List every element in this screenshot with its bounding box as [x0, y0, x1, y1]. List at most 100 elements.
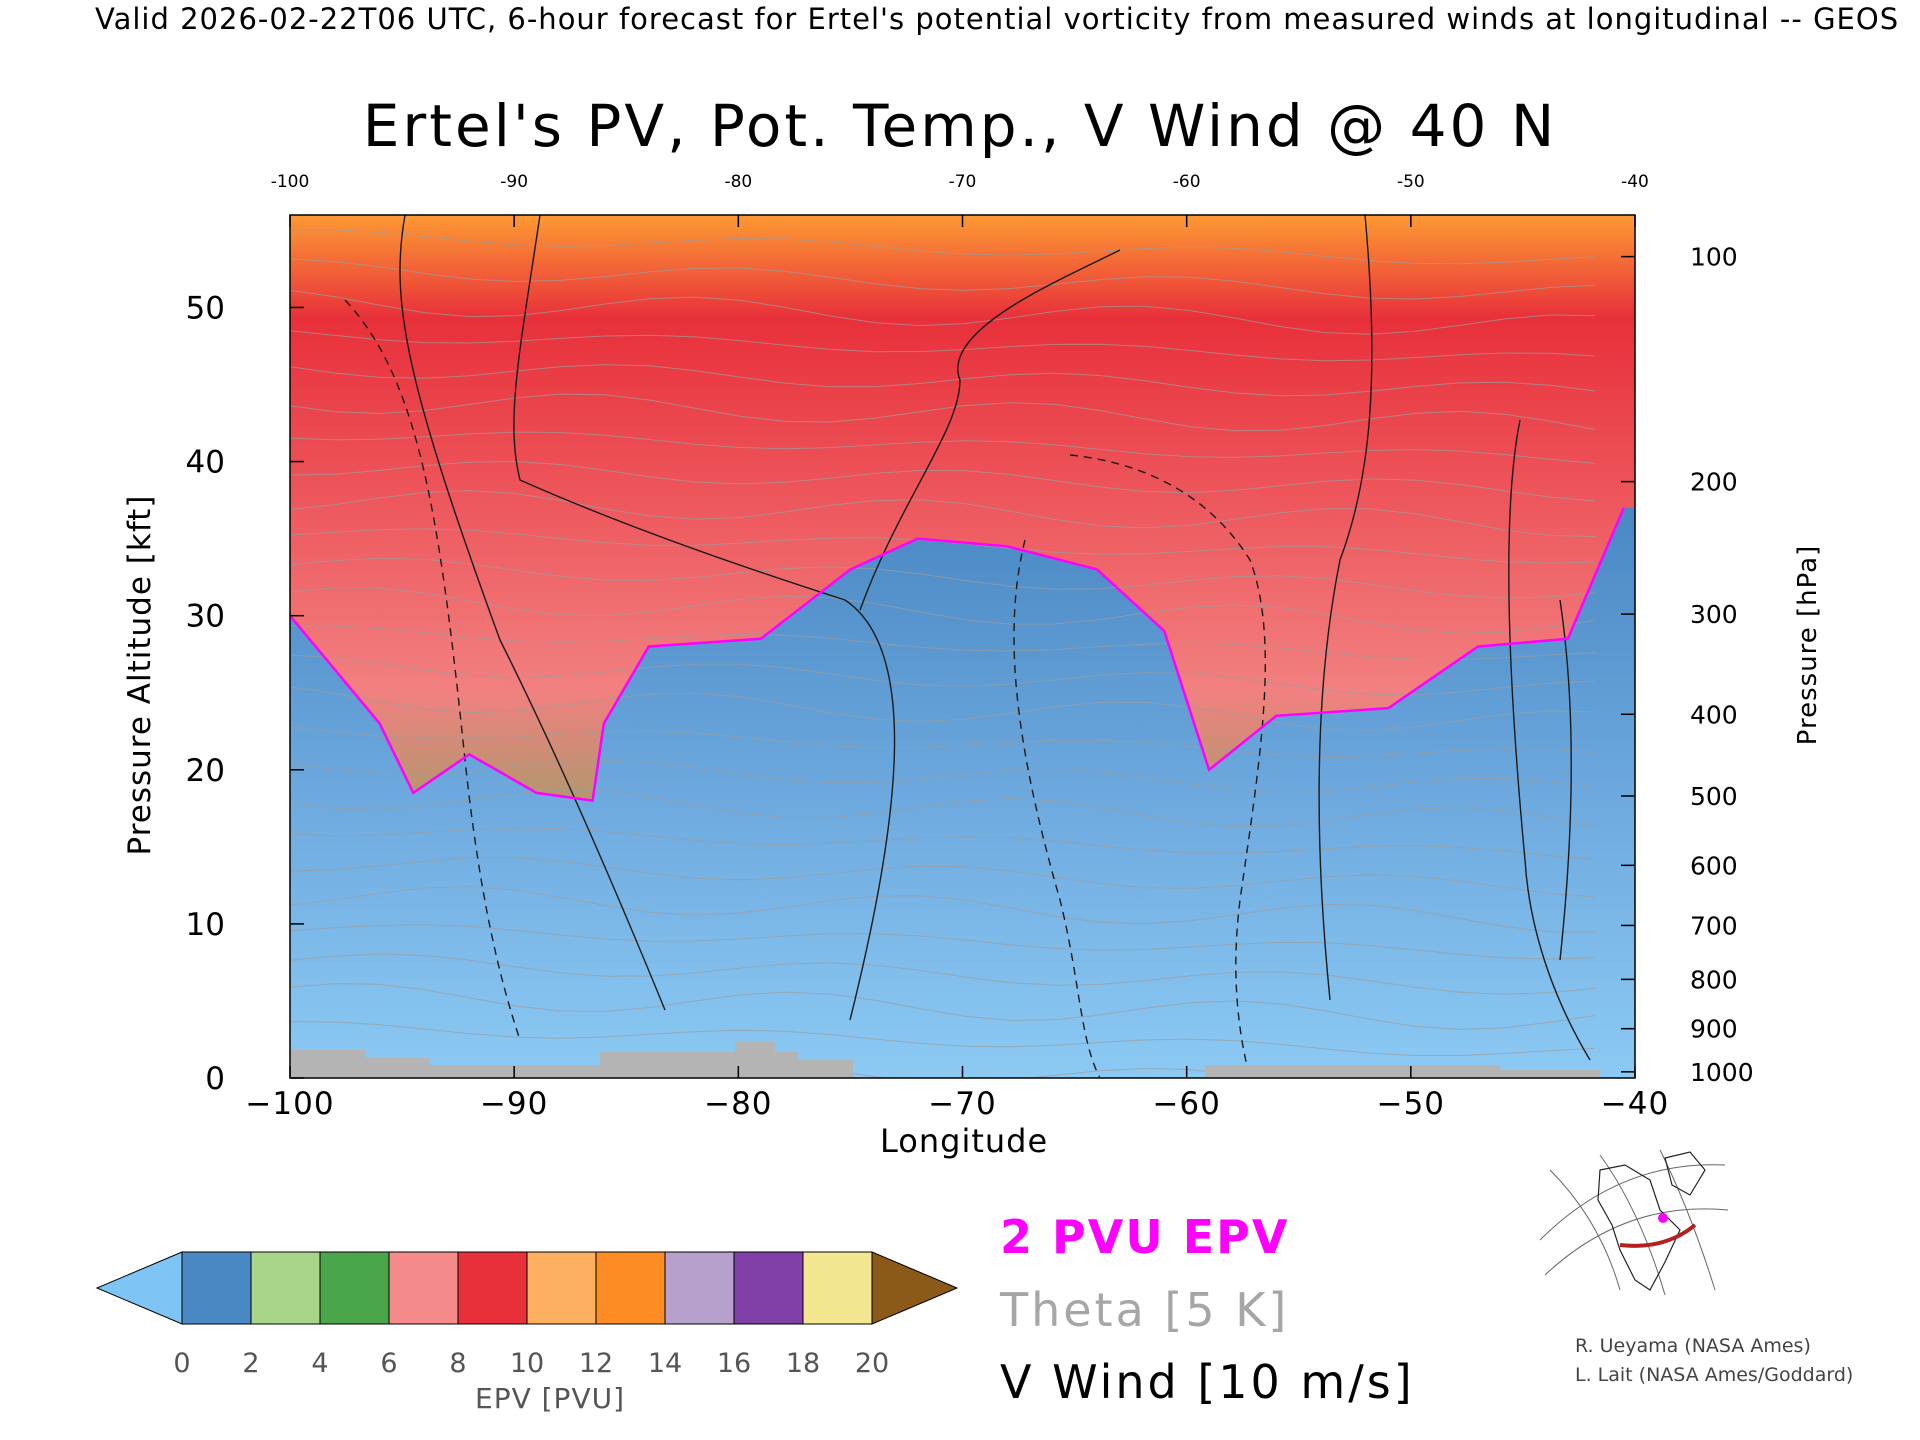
theta-contour — [290, 983, 1596, 1030]
colorbar-tick-label: 0 — [173, 1348, 190, 1379]
pv-field — [290, 215, 1635, 1078]
pressure-axis-label: Pressure [hPa] — [1793, 544, 1823, 746]
colorbar-tick-label: 18 — [786, 1348, 820, 1379]
colorbar-segment — [665, 1252, 735, 1324]
theta-contour — [290, 557, 1596, 599]
colorbar — [95, 1251, 959, 1325]
theta-contour — [290, 759, 1596, 793]
x-top-tick-label: -80 — [724, 172, 752, 192]
x-top-tick-label: -60 — [1173, 172, 1201, 192]
pressure-tick-label: 700 — [1690, 911, 1738, 940]
pressure-tick-label: 100 — [1690, 243, 1738, 272]
colorbar-label: EPV [PVU] — [475, 1382, 626, 1415]
x-top-tick-label: -90 — [500, 172, 528, 192]
chart-title: Ertel's PV, Pot. Temp., V Wind @ 40 N — [362, 92, 1558, 160]
colorbar-tick-label: 4 — [311, 1348, 328, 1379]
pressure-tick-label: 300 — [1690, 600, 1738, 629]
v-wind-contour — [1013, 539, 1101, 1078]
colorbar-tick-label: 2 — [242, 1348, 259, 1379]
colorbar-segment — [734, 1252, 804, 1324]
colorbar-tick-label: 12 — [579, 1348, 613, 1379]
colorbar-segment — [458, 1252, 528, 1324]
locator-map — [1535, 1149, 1730, 1296]
colorbar-tick-label: 16 — [717, 1348, 751, 1379]
colorbar-ticks: 0 2 4 6 8 10 12 14 16 18 20 — [173, 1348, 889, 1379]
y-axis-label: Pressure Altitude [kft] — [122, 494, 158, 856]
valid-time-line: Valid 2026-02-22T06 UTC, 6-hour forecast… — [95, 2, 1900, 36]
colorbar-high-arrow — [871, 1251, 959, 1325]
x-top-tick-label: -50 — [1397, 172, 1425, 192]
v-wind-contour — [1318, 215, 1373, 1001]
colorbar-tick-label: 6 — [380, 1348, 397, 1379]
theta-contour — [290, 726, 1596, 758]
theta-contour — [290, 686, 1596, 731]
x-tick-label: −90 — [480, 1086, 548, 1122]
pressure-tick-label: 1000 — [1690, 1058, 1754, 1087]
v-wind-contour — [859, 249, 1121, 611]
legend-theta-entry: Theta [5 K] — [1000, 1283, 1290, 1337]
theta-contour — [290, 364, 1596, 397]
colorbar-segment — [803, 1252, 873, 1324]
tropopause-2pvu-line — [290, 507, 1625, 803]
colorbar-segment — [320, 1252, 390, 1324]
colorbar-segment — [182, 1252, 252, 1324]
colorbar-tick-label: 8 — [449, 1348, 466, 1379]
theta-contour — [290, 654, 1596, 696]
v-wind-contour — [1508, 419, 1591, 1061]
colorbar-segment — [389, 1252, 459, 1324]
x-axis: −100 −90 −80 −70 −60 −50 −40 — [245, 1066, 1669, 1122]
legend-vwind-entry: V Wind [10 m/s] — [1000, 1355, 1415, 1409]
x-tick-label: −60 — [1152, 1086, 1220, 1122]
theta-contour — [290, 857, 1596, 898]
x-tick-label: −70 — [928, 1086, 996, 1122]
theta-contour — [290, 460, 1596, 502]
y-tick-label: 10 — [186, 907, 225, 943]
x-tick-label: −40 — [1601, 1086, 1669, 1122]
v-wind-contour — [1069, 454, 1266, 1078]
theta-contour — [290, 587, 1596, 634]
y-tick-label: 20 — [186, 753, 225, 789]
pressure-tick-label: 200 — [1690, 468, 1738, 497]
pressure-tick-label: 600 — [1690, 851, 1738, 880]
theta-contour — [290, 490, 1596, 537]
colorbar-tick-label: 10 — [510, 1348, 544, 1379]
theta-contour — [290, 953, 1596, 995]
theta-contour — [290, 289, 1596, 335]
theta-contours — [290, 229, 1596, 1078]
theta-contour — [290, 1021, 1596, 1056]
v-wind-contour — [1559, 599, 1572, 961]
pressure-tick-label: 800 — [1690, 965, 1738, 994]
y-tick-label: 30 — [186, 599, 225, 635]
x-top-tick-label: -100 — [271, 172, 310, 192]
y-tick-label: 40 — [186, 445, 225, 481]
pressure-axis: 100 200 300 400 500 600 700 800 900 1000 — [1621, 243, 1754, 1087]
theta-contour — [290, 229, 1596, 265]
theta-contour — [290, 827, 1596, 861]
credit-line-2: L. Lait (NASA Ames/Goddard) — [1575, 1364, 1854, 1386]
x-axis-top: -100 -90 -80 -70 -60 -50 -40 — [271, 172, 1649, 227]
x-tick-label: −50 — [1377, 1086, 1445, 1122]
v-wind-contours — [344, 215, 1591, 1078]
v-wind-contour — [344, 299, 521, 1041]
theta-contour — [290, 431, 1596, 464]
x-top-tick-label: -40 — [1621, 172, 1649, 192]
y-tick-label: 0 — [205, 1061, 225, 1097]
theta-contour — [290, 330, 1596, 362]
colorbar-segment — [527, 1252, 597, 1324]
theta-contour — [290, 924, 1596, 960]
credit-line-1: R. Ueyama (NASA Ames) — [1575, 1335, 1811, 1357]
pressure-tick-label: 400 — [1690, 700, 1738, 729]
x-tick-label: −100 — [245, 1086, 334, 1122]
legend-epv-entry: 2 PVU EPV — [1000, 1210, 1290, 1264]
colorbar-segment — [596, 1252, 666, 1324]
theta-contour — [290, 886, 1596, 933]
v-wind-contour — [513, 215, 896, 1021]
v-wind-contour — [399, 215, 666, 1011]
colorbar-tick-label: 14 — [648, 1348, 682, 1379]
theta-contour — [290, 625, 1596, 661]
colorbar-segment — [251, 1252, 321, 1324]
x-top-tick-label: -70 — [949, 172, 977, 192]
y-tick-label: 50 — [186, 290, 225, 326]
y-axis: 0 10 20 30 40 50 — [186, 290, 304, 1097]
